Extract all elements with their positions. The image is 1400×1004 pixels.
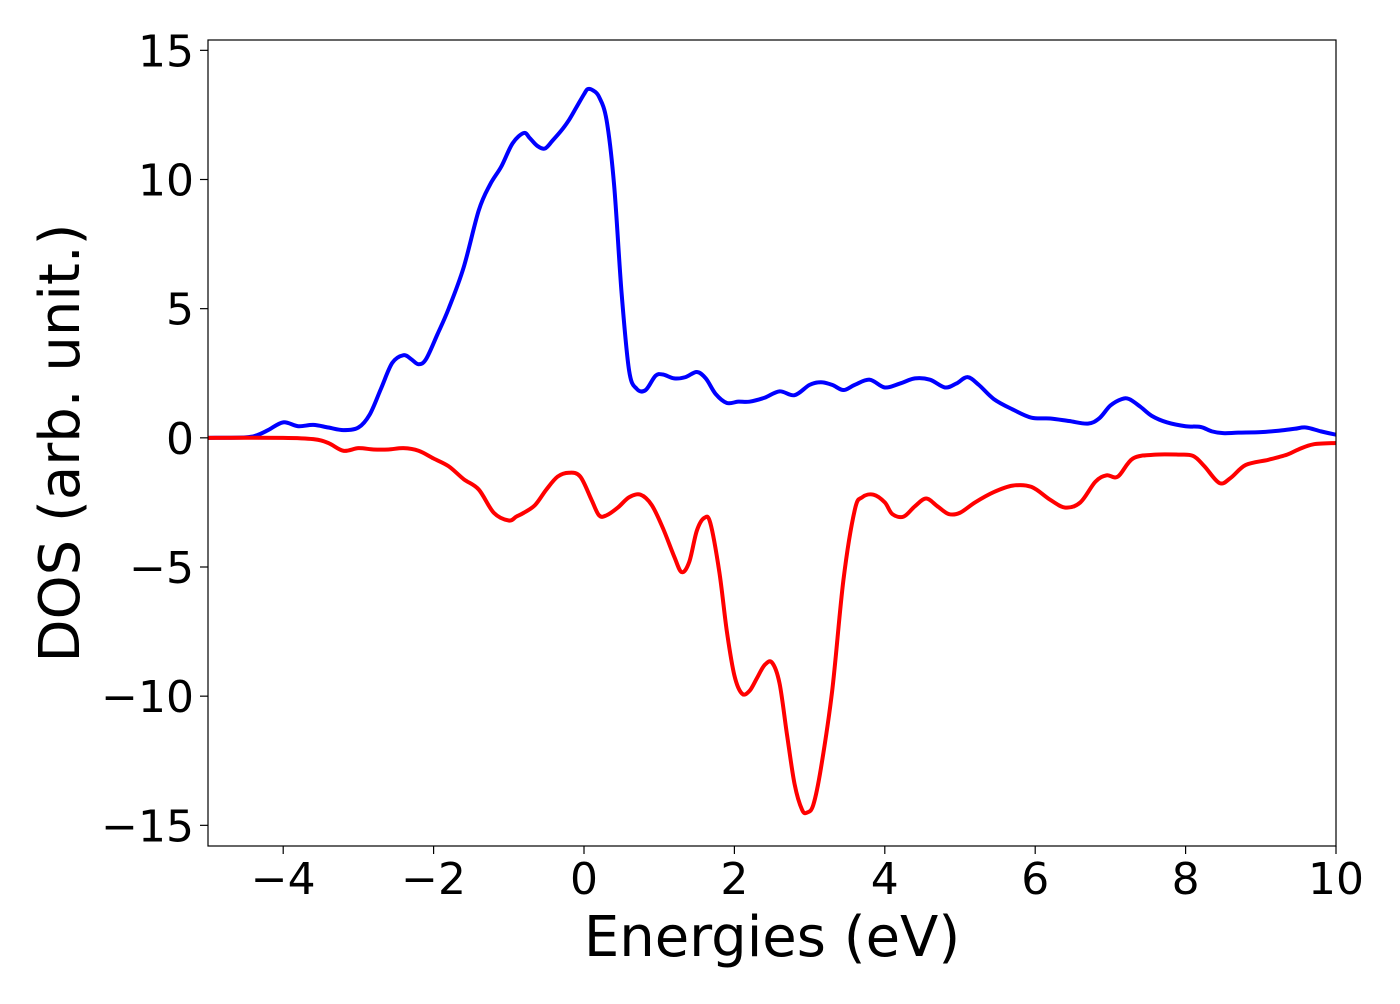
- x-tick-label: 10: [1308, 854, 1364, 905]
- x-tick-label: 0: [570, 854, 598, 905]
- y-tick-label: 15: [138, 26, 194, 77]
- x-tick-label: 4: [871, 854, 899, 905]
- plot-area-frame: [207, 39, 1337, 847]
- x-tick-label: 8: [1172, 854, 1200, 905]
- series-layer: [208, 86, 1336, 816]
- x-tick-label: −4: [251, 854, 316, 905]
- y-tick-label: 5: [166, 285, 194, 336]
- y-tick-label: 0: [166, 414, 194, 465]
- x-tick-label: −2: [401, 854, 466, 905]
- series-line-blue: [208, 86, 1336, 440]
- series-line-red: [208, 435, 1336, 816]
- y-tick-label: 10: [138, 156, 194, 207]
- ticks-layer: −4 −2 0 2 4 6 8 10 15 10 5 0 −5 −10 −15: [101, 26, 1364, 905]
- x-tick-label: 2: [720, 854, 748, 905]
- y-tick-label: −15: [101, 801, 194, 852]
- x-axis-title: Energies (eV): [584, 905, 960, 970]
- y-tick-label: −10: [101, 672, 194, 723]
- y-axis-title: DOS (arb. unit.): [28, 223, 93, 662]
- x-tick-label: 6: [1021, 854, 1049, 905]
- y-tick-label: −5: [129, 543, 194, 594]
